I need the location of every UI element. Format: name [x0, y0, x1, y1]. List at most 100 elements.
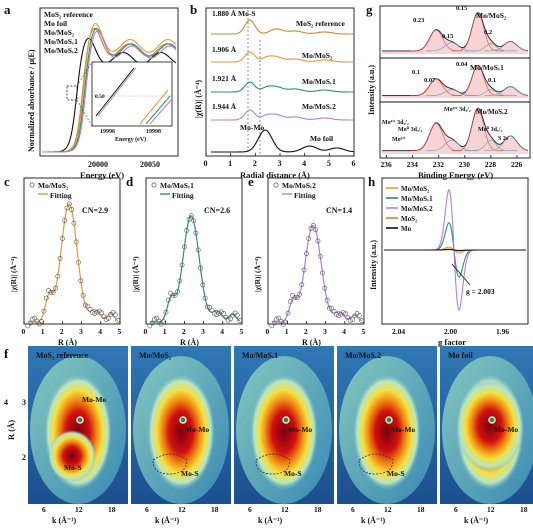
data-point: [163, 309, 169, 315]
epr-curve-4: [384, 248, 526, 252]
wt-label-mos-0: Mo-S: [64, 463, 82, 472]
g3-annot-1: Mo⁴⁺ 3d₃/₂: [444, 106, 471, 113]
panel-b-name-v2: Mo/MoSᵥ2: [302, 102, 336, 111]
wt-xtick-1-2: 18: [211, 505, 219, 514]
panel-b-xtick-0: 0: [204, 159, 208, 168]
panel-a-inset: 0.50 19996 19998 Energy (eV): [91, 61, 173, 143]
data-point: [237, 318, 243, 323]
data-point: [191, 218, 197, 224]
xtick-3: 3: [79, 327, 83, 336]
data-point: [211, 311, 217, 316]
data-point: [276, 315, 282, 321]
data-point: [324, 297, 330, 303]
panel-g-frame-3: [379, 101, 531, 159]
epr-legend-label-1: Mo/MoSᵥ1: [401, 195, 433, 203]
data-point: [55, 273, 61, 279]
data-point: [228, 316, 233, 322]
wt-spot: [282, 416, 290, 424]
xtick-0: 0: [22, 327, 26, 336]
data-point: [172, 292, 178, 298]
data-point: [50, 289, 56, 295]
data-point: [179, 262, 185, 268]
data-point: [301, 267, 307, 273]
data-point: [234, 312, 240, 318]
g2-annot-0: 0.1: [412, 69, 420, 76]
data-point: [283, 319, 289, 325]
panel-b-xtick-6: 6: [352, 159, 356, 168]
data-point: [48, 289, 54, 295]
data-point: [103, 317, 109, 323]
epr-legend-label-2: Mo/MoSᵥ2: [401, 205, 433, 213]
xps-peak-2-3: [464, 139, 517, 151]
panel-b-xtick-5: 5: [327, 159, 331, 168]
data-point: [216, 310, 222, 316]
panel-label-d: d: [126, 174, 134, 189]
data-point: [149, 320, 155, 326]
panel-g: g Mo/MoS₂ Mo/MoSᵥ1 Mo/MoSᵥ2 0.23 0.15 0.…: [366, 2, 531, 180]
panel-f-ylabel: R (Å): [6, 420, 16, 440]
g3-annot-2: Mo⁰ 3d₃/₂: [398, 126, 422, 133]
panel-b-xtick-1: 1: [228, 159, 232, 168]
data-point: [69, 207, 75, 212]
wt-spot: [385, 416, 393, 424]
data-point: [329, 305, 335, 311]
data-point: [175, 289, 180, 294]
data-point: [32, 315, 38, 321]
g2-annot-3: 0.1: [488, 77, 496, 84]
xps-fill-1: [382, 65, 528, 98]
wt-title-0: MoS₂ reference: [36, 351, 89, 360]
panel-c-fit: Fitting: [50, 191, 72, 200]
legend-mo-mosv2: Mo/MoSᵥ2: [44, 46, 78, 55]
xps-peak-1-4: [484, 86, 528, 96]
wt-xtick-3-1: 12: [384, 505, 392, 514]
legend-mo-mos2: Mo/MoS₂: [44, 28, 75, 37]
panel-h-curves: [384, 188, 526, 312]
data-point: [327, 305, 332, 311]
xps-peak-2-1: [425, 139, 478, 151]
data-point: [165, 297, 171, 303]
panel-e-xlabel: R (Å): [302, 338, 321, 347]
wt-xtick-3-2: 18: [417, 505, 425, 514]
data-point: [271, 320, 277, 326]
data-point: [274, 316, 279, 322]
data-point: [64, 205, 70, 211]
wt-xlabel-4: k (Å⁻¹): [464, 516, 489, 525]
g1-annot-2: 0.15: [456, 5, 468, 12]
wt-label-momo-3: Mo-Mo: [391, 425, 415, 434]
xanes-curve-4: [42, 30, 177, 153]
panel-b-name-foil: Mo foil: [310, 134, 333, 143]
data-point: [152, 316, 157, 322]
data-point: [85, 303, 91, 309]
data-point: [27, 320, 33, 326]
panel-d-title: Mo/MoSᵥ1: [160, 181, 194, 190]
fit-line: [27, 203, 119, 323]
panel-h-annot: g = 2.003: [466, 287, 495, 296]
data-point: [60, 236, 65, 241]
panel-c-cn: CN=2.9: [82, 206, 108, 215]
data-point: [313, 227, 319, 233]
data-point: [188, 213, 194, 219]
data-legend-marker: [29, 182, 35, 188]
data-point: [25, 323, 31, 329]
wt-label-mos-1: Mo-S: [181, 469, 199, 478]
panel-a-xtick-20000: 20000: [88, 160, 108, 169]
inset-curve-v2: [149, 99, 172, 125]
panel-a-legend: MoS₂ reference Mo foil Mo/MoS₂ Mo/MoSᵥ1 …: [44, 10, 93, 55]
xps-fill-2: [382, 108, 528, 154]
data-point: [71, 220, 77, 226]
panel-b-peak-v2: 1.944 Å: [212, 102, 237, 111]
inset-xlabel: Energy (eV): [115, 136, 146, 143]
wt-xlabel-2: k (Å⁻¹): [258, 516, 283, 525]
data-point: [331, 308, 337, 314]
data-point: [356, 313, 362, 318]
wt-xtick-4-0: 6: [454, 505, 458, 514]
xtick-2: 2: [60, 327, 64, 336]
wt-hot-main: [147, 374, 215, 490]
wt-xtick-2-0: 6: [248, 505, 252, 514]
exafs-curve-2: [210, 81, 354, 93]
inset-ytick: 0.50: [95, 94, 105, 100]
data-point: [73, 239, 79, 245]
wt-xtick-2-2: 18: [314, 505, 322, 514]
g3-annot-3: Mo⁰ 3d₅/₂: [478, 126, 502, 133]
xtick-5: 5: [118, 327, 122, 336]
